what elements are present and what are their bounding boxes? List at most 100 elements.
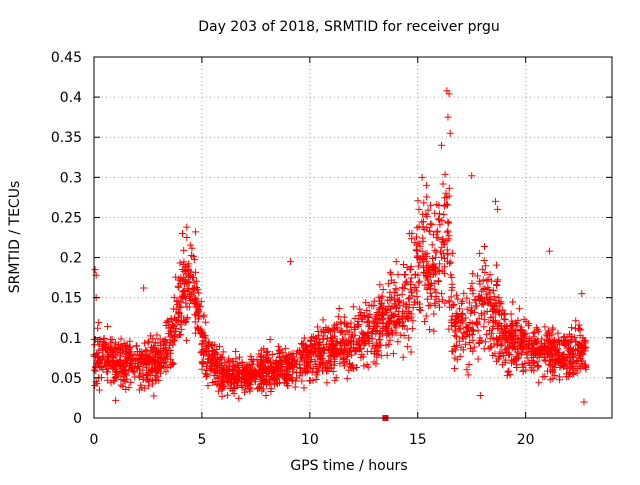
data-point	[430, 310, 438, 318]
data-point	[432, 288, 440, 296]
data-point	[358, 338, 366, 346]
data-point	[413, 287, 421, 295]
data-point	[232, 347, 240, 355]
data-point	[559, 333, 567, 341]
data-point	[453, 342, 461, 350]
data-point	[549, 362, 557, 370]
data-point	[213, 345, 221, 353]
data-point	[319, 344, 327, 352]
data-point	[419, 210, 427, 218]
data-point	[504, 338, 512, 346]
data-point	[484, 275, 492, 283]
data-point	[400, 299, 408, 307]
data-point	[191, 294, 199, 302]
data-point	[183, 223, 191, 231]
data-point	[493, 357, 501, 365]
data-point	[178, 229, 186, 237]
data-point	[404, 315, 412, 323]
data-point	[182, 318, 190, 326]
data-point	[433, 200, 441, 208]
data-point	[582, 364, 590, 372]
data-point	[417, 306, 425, 314]
data-point	[177, 325, 185, 333]
data-point	[569, 365, 577, 373]
data-point	[472, 319, 480, 327]
data-point	[476, 392, 484, 400]
data-point	[306, 358, 314, 366]
data-point	[182, 336, 190, 344]
data-point	[122, 342, 130, 350]
data-point	[465, 361, 473, 369]
data-point	[91, 382, 99, 390]
data-point	[492, 281, 500, 289]
data-point	[289, 376, 297, 384]
data-point	[174, 308, 182, 316]
data-point	[262, 378, 270, 386]
y-tick-label: 0.15	[51, 291, 82, 307]
data-point	[234, 369, 242, 377]
data-point	[382, 341, 390, 349]
data-point	[110, 354, 118, 362]
data-point	[416, 254, 424, 262]
data-point	[258, 353, 266, 361]
data-point	[578, 349, 586, 357]
data-point	[555, 349, 563, 357]
data-point	[475, 277, 483, 285]
data-point	[569, 371, 577, 379]
data-point	[278, 363, 286, 371]
data-point	[386, 336, 394, 344]
data-point	[341, 330, 349, 338]
data-point	[499, 306, 507, 314]
data-point	[104, 350, 112, 358]
data-point	[494, 205, 502, 213]
data-point	[131, 373, 139, 381]
data-points	[90, 87, 590, 421]
data-point	[153, 331, 161, 339]
data-point	[475, 314, 483, 322]
data-point	[426, 326, 434, 334]
data-point	[255, 384, 263, 392]
data-point	[183, 234, 191, 241]
data-point	[392, 258, 400, 266]
data-point	[329, 349, 337, 357]
data-point	[398, 290, 406, 298]
data-point	[580, 398, 588, 406]
data-point	[300, 384, 308, 392]
data-point	[426, 266, 434, 274]
data-point	[343, 375, 351, 383]
data-point	[467, 344, 475, 352]
data-point	[371, 315, 379, 323]
data-point	[445, 192, 453, 200]
data-point	[327, 337, 335, 345]
chart-title: Day 203 of 2018, SRMTID for receiver prg…	[198, 19, 500, 35]
data-point	[475, 292, 483, 300]
data-point	[136, 366, 144, 374]
data-point	[362, 335, 370, 343]
data-point	[438, 217, 446, 225]
data-point	[320, 359, 328, 367]
data-point	[319, 335, 327, 343]
data-point	[403, 278, 411, 286]
data-point	[272, 379, 280, 387]
data-point	[498, 311, 506, 319]
data-point	[266, 336, 274, 344]
data-point	[454, 313, 462, 321]
data-point	[276, 346, 284, 354]
data-point	[520, 315, 528, 323]
data-point	[178, 293, 186, 301]
data-point	[140, 284, 148, 292]
data-point	[306, 377, 314, 385]
data-point	[434, 215, 442, 223]
data-point	[408, 235, 416, 243]
data-point	[167, 314, 175, 322]
data-point	[457, 299, 465, 307]
data-point	[423, 252, 431, 260]
data-point	[572, 338, 580, 346]
data-point	[334, 313, 342, 321]
data-point	[396, 319, 404, 327]
data-point	[447, 258, 455, 266]
data-point	[119, 365, 127, 373]
data-point	[501, 358, 509, 366]
x-tick-labels: 0 5 10 15 20	[90, 432, 535, 448]
data-point	[414, 271, 422, 279]
